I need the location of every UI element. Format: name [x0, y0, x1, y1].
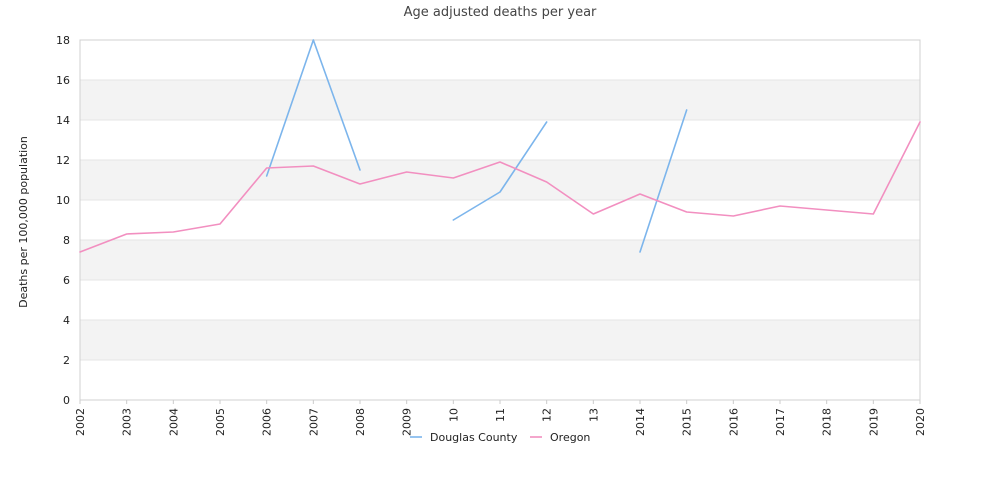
x-tick-label: 2005 — [214, 408, 227, 436]
x-tick-label: 2015 — [681, 408, 694, 436]
series-line-segment — [452, 121, 548, 221]
y-tick-label: 10 — [56, 194, 70, 207]
series-line-segment — [639, 109, 688, 253]
grid-bands — [80, 40, 920, 400]
y-tick-label: 18 — [56, 34, 70, 47]
grid-band — [80, 200, 920, 240]
y-axis-ticks: 0 2 4 6 8 10 12 14 16 18 — [56, 34, 70, 407]
y-tick-label: 2 — [63, 354, 70, 367]
x-tick-label: 2004 — [167, 408, 180, 436]
grid-band — [80, 280, 920, 320]
series — [265, 39, 688, 253]
x-tick-label: 2016 — [727, 408, 740, 436]
x-tick-label: 10 — [447, 408, 460, 422]
x-tick-label: 2002 — [74, 408, 87, 436]
y-tick-label: 16 — [56, 74, 70, 87]
x-tick-label: 2014 — [634, 408, 647, 436]
chart-title: Age adjusted deaths per year — [404, 5, 597, 20]
x-tick-label: 2020 — [914, 408, 927, 436]
legend-label: Douglas County — [430, 431, 518, 444]
x-tick-label: 2019 — [867, 408, 880, 436]
legend-label: Oregon — [550, 431, 590, 444]
x-tick-label: 13 — [587, 408, 600, 422]
x-tick-label: 2006 — [261, 408, 274, 436]
y-tick-label: 12 — [56, 154, 70, 167]
y-tick-label: 8 — [63, 234, 70, 247]
x-tick-label: 2003 — [121, 408, 134, 436]
series — [79, 121, 921, 253]
x-tick-label: 2009 — [401, 408, 414, 436]
grid-band — [80, 120, 920, 160]
x-tick-label: 2017 — [774, 408, 787, 436]
y-axis-label: Deaths per 100,000 population — [17, 136, 30, 308]
y-tick-label: 6 — [63, 274, 70, 287]
x-tick-label: 2008 — [354, 408, 367, 436]
y-tick-label: 4 — [63, 314, 70, 327]
legend: Douglas County Oregon — [410, 431, 590, 444]
x-tick-label: 2007 — [307, 408, 320, 436]
series-line-segment — [265, 39, 361, 177]
series-lines — [79, 39, 921, 253]
grid-band — [80, 80, 920, 120]
grid-band — [80, 320, 920, 360]
y-tick-label: 0 — [63, 394, 70, 407]
y-tick-label: 14 — [56, 114, 70, 127]
x-tick-label: 12 — [541, 408, 554, 422]
grid-band — [80, 160, 920, 200]
grid-band — [80, 40, 920, 80]
x-axis-ticks: 2002 2003 2004 2005 2006 2007 2008 2009 10 11 12 13… — [74, 400, 927, 436]
x-tick-label: 2018 — [821, 408, 834, 436]
grid-band — [80, 240, 920, 280]
x-tick-label: 11 — [494, 408, 507, 422]
series-line-segment — [79, 121, 921, 253]
grid-band — [80, 360, 920, 400]
